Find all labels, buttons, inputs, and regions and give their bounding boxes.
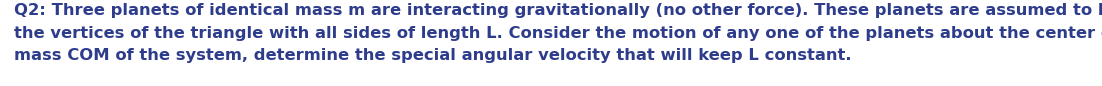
Text: Q2: Three planets of identical mass m are interacting gravitationally (no other : Q2: Three planets of identical mass m ar… [14, 3, 1102, 63]
